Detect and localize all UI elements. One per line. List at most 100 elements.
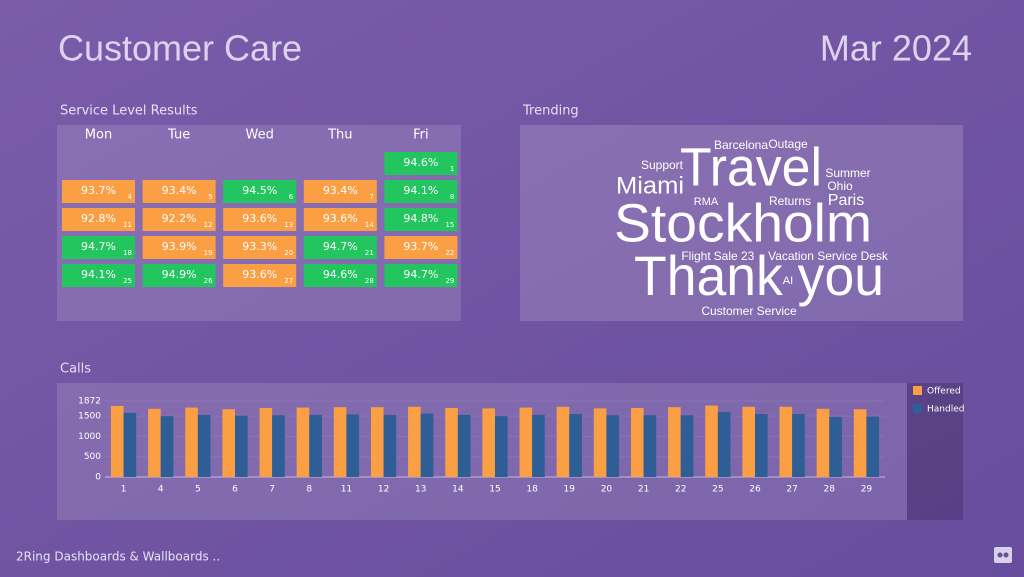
x-tick-label: 11 [341,485,352,495]
panel [57,383,907,520]
day-cell [384,236,458,259]
bar [420,413,434,477]
word: Summer [825,166,870,180]
bar [346,414,360,477]
cell-value: 92.8% [81,212,116,225]
day-header: Mon [85,128,112,143]
x-tick-label: 25 [712,485,723,495]
legend-label: Handled [927,405,964,415]
day-cell [303,180,377,203]
y-tick-label: 1500 [78,412,101,422]
cell-value: 94.5% [242,184,277,197]
cell-day: 4 [128,193,133,201]
day-cell [303,264,377,287]
cell-value: 94.1% [403,184,438,197]
x-tick-label: 27 [786,485,797,495]
bar [792,414,805,477]
day-header: Fri [413,128,429,143]
cell-day: 25 [123,277,132,285]
bar [569,414,582,477]
x-tick-label: 14 [452,485,464,495]
bar [309,414,322,477]
bar [630,407,644,477]
word: Paris [828,192,864,209]
period: Mar 2024 [820,28,972,69]
day-cell [223,264,297,287]
day-header: Thu [327,128,352,143]
word: Returns [769,194,811,208]
cell-day: 8 [450,193,454,201]
legend-swatch [913,404,922,413]
word: RMA [694,196,719,208]
y-tick-label: 0 [95,473,101,483]
bar [495,416,508,477]
day-cell [62,208,135,231]
cell-day: 7 [369,193,373,201]
bar [593,408,607,477]
title: Customer Care [58,28,302,69]
cell-value: 94.6% [403,156,438,169]
logo-dot [997,552,1003,558]
bar [408,406,421,477]
bar [556,406,570,477]
day-cell [384,180,458,203]
panel [520,125,963,321]
word: Support [641,158,684,172]
x-tick-label: 26 [749,485,761,495]
day-cell [142,264,216,287]
cell-day: 26 [204,277,213,285]
day-cell [384,152,458,175]
day-cell [303,236,377,259]
bar [370,407,384,477]
word: Outage [768,137,808,151]
legend-label: Offered [927,387,961,397]
word: Thank you [634,244,884,307]
day-cell [384,264,458,287]
cell-day: 5 [208,193,212,201]
x-tick-label: 15 [489,485,500,495]
y-tick-label: 1872 [78,397,101,407]
cell-value: 93.3% [242,240,277,253]
cell-day: 1 [450,165,454,173]
cell-value: 93.4% [323,184,358,197]
cell-value: 92.2% [162,212,197,225]
bar [123,412,137,477]
bar [519,407,533,477]
cell-value: 94.8% [403,212,438,225]
bar [333,407,347,477]
bar [296,407,310,477]
x-tick-label: 6 [232,485,238,495]
bar [755,414,768,477]
bar [668,407,681,477]
bar [779,406,793,477]
x-tick-label: 5 [195,485,201,495]
y-tick-label: 1000 [78,432,101,442]
day-cell [142,180,216,203]
x-tick-label: 12 [378,485,389,495]
cell-value: 94.1% [81,268,116,281]
word: Customer Service [701,304,797,318]
bar [532,414,545,477]
bar [829,416,842,477]
footer-brand: 2Ring Dashboards & Wallboards .. [16,550,220,564]
cell-day: 27 [284,277,293,285]
cell-day: 19 [204,249,213,257]
cell-value: 93.6% [242,212,277,225]
cell-day: 15 [445,221,454,229]
word: Barcelona [714,138,768,152]
legend-swatch [913,386,922,395]
day-cell [303,208,377,231]
bar [110,405,124,477]
day-cell [142,208,216,231]
day-cell [223,180,297,203]
logo-dot [1003,552,1009,558]
bar [259,407,273,477]
cell-value: 94.6% [323,268,358,281]
x-tick-label: 21 [638,485,649,495]
word: Stockholm [614,193,872,253]
word: Vacation Service Desk [768,249,889,263]
bar [148,408,161,477]
bar [705,405,718,477]
x-tick-label: 4 [158,485,164,495]
